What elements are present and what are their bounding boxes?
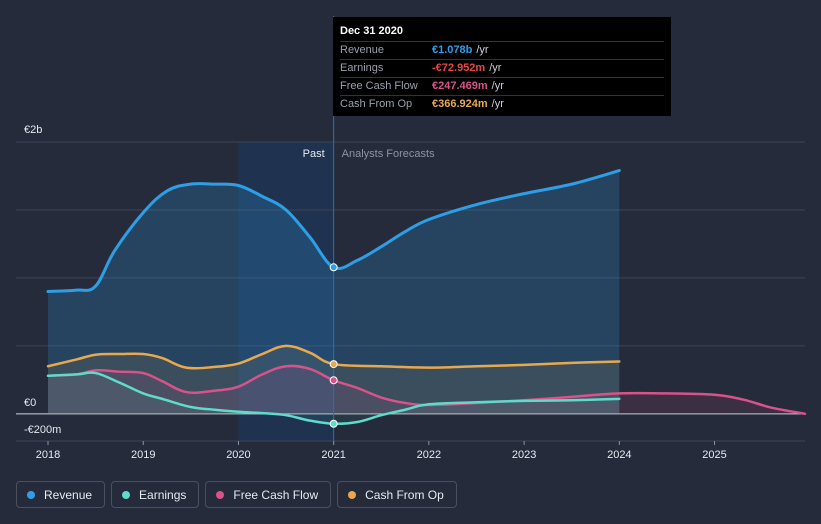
tooltip-value: €247.469m [432,80,488,92]
revenue-hover-dot [329,263,338,272]
x-tick-label: 2025 [702,449,726,461]
x-tick-label: 2019 [131,449,155,461]
y-axis-labels: €2b €0 -€200m [24,124,61,436]
legend-label: Cash From Op [365,487,444,502]
tooltip-label: Cash From Op [340,98,413,110]
y-tick-label: €2b [24,124,42,136]
legend-item-cash-from-op[interactable]: Cash From Op [337,481,457,508]
free-cash-flow-hover-dot [329,376,338,385]
tooltip-label: Free Cash Flow [340,80,418,92]
tooltip-title: Dec 31 2020 [340,24,664,42]
free-cash-flow-line [46,364,807,416]
tooltip-row-cash-from-op: Cash From Op €366.924m /yr [340,96,664,113]
hover-dots [329,263,338,428]
x-tick-label: 2023 [512,449,536,461]
legend-label: Revenue [44,487,93,502]
legend-dot-icon [27,490,35,499]
y-tick-label: €0 [24,397,36,409]
tooltip-row-earnings: Earnings -€72.952m /yr [340,60,664,78]
earnings-hover-dot [329,419,338,428]
tooltip-value: -€72.952m [432,62,486,74]
tooltip-unit: /yr [476,44,489,56]
legend-dot-icon [216,490,225,499]
earnings-area [48,372,620,424]
past-label: Past [303,148,325,160]
cash-from-op-hover-dot [329,360,338,369]
legend-dot-icon [348,490,357,499]
tooltip-row-free-cash-flow: Free Cash Flow €247.469m /yr [340,78,664,96]
legend-item-free-cash-flow[interactable]: Free Cash Flow [205,481,332,508]
tooltip-label: Earnings [340,62,384,74]
x-tick-label: 2021 [321,449,345,461]
legend-dot-icon [122,490,131,499]
tooltip-row-revenue: Revenue €1.078b /yr [340,42,664,60]
earnings-line [46,371,621,426]
legend-label: Earnings [139,487,187,502]
x-tick-label: 2020 [226,449,250,461]
legend: Revenue Earnings Free Cash Flow Cash Fro… [16,481,457,508]
tooltip-unit: /yr [491,98,504,110]
tooltip-unit: /yr [491,80,504,92]
free-cash-flow-area [48,365,805,414]
tooltip: Dec 31 2020 Revenue €1.078b /yr Earnings… [333,17,671,116]
series-areas [48,170,805,424]
series-lines [46,169,807,426]
legend-item-earnings[interactable]: Earnings [111,481,200,508]
x-axis-labels: 2018 2019 2020 2021 2022 2023 2024 2025 [36,441,727,461]
revenue-line [46,169,621,293]
forecast-label: Analysts Forecasts [342,148,435,160]
x-tick-label: 2018 [36,449,60,461]
tooltip-label: Revenue [340,44,385,56]
legend-item-revenue[interactable]: Revenue [16,481,106,508]
legend-label: Free Cash Flow [233,487,319,502]
tooltip-value: €366.924m [432,98,488,110]
tooltip-value: €1.078b [432,44,473,56]
x-tick-label: 2024 [607,449,631,461]
x-tick-label: 2022 [417,449,441,461]
y-tick-label: -€200m [24,424,61,436]
tooltip-unit: /yr [489,62,502,74]
cash-from-op-line [46,344,621,370]
